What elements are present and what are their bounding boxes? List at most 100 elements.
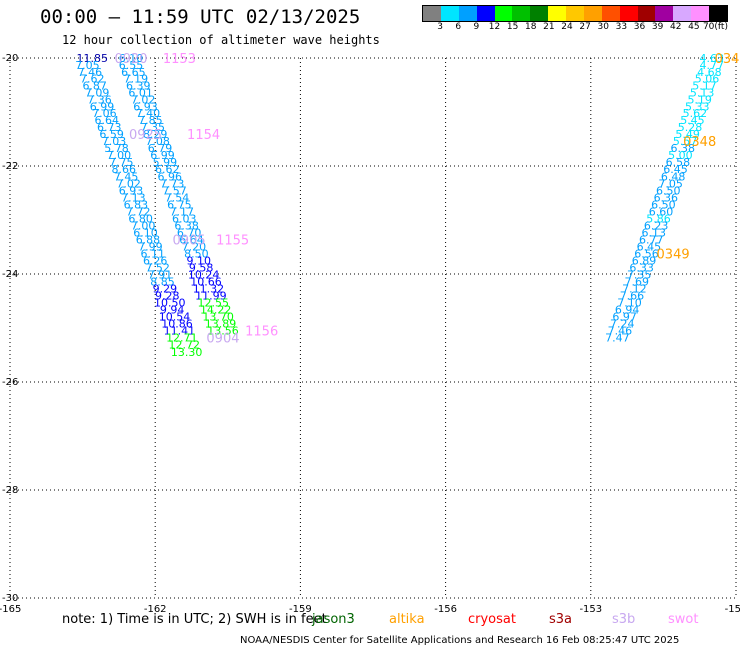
wave-height-label: 7.75 xyxy=(109,156,134,169)
wave-height-label: 5.13 xyxy=(690,87,715,100)
wave-height-label: 9.10 xyxy=(187,255,212,268)
wave-height-label: 6.94 xyxy=(615,304,640,317)
scale-label: 33 xyxy=(615,22,628,32)
wave-height-label: 9.58 xyxy=(189,262,214,275)
wave-height-label: 4.63 xyxy=(700,52,725,65)
scale-label: 15 xyxy=(506,22,519,32)
wave-height-label: 6.10 xyxy=(133,226,158,239)
wave-height-label: 6.80 xyxy=(128,212,153,225)
wave-height-label: 6.93 xyxy=(133,101,158,114)
wave-height-label: 6.33 xyxy=(629,262,654,275)
wave-height-label: 5.00 xyxy=(668,149,693,162)
wave-height-label: 7.62 xyxy=(80,73,105,86)
wave-height-label: 6.70 xyxy=(177,226,202,239)
chart-title: 00:00 — 11:59 UTC 02/13/2025 xyxy=(40,6,361,28)
wave-height-label: 8.66 xyxy=(111,163,136,176)
wave-height-label: 5.19 xyxy=(687,94,712,107)
x-tick-label: -156 xyxy=(434,604,457,615)
time-label: 1156 xyxy=(245,325,278,340)
wave-height-label: 7.35 xyxy=(627,269,652,282)
wave-height-label: 6.45 xyxy=(637,240,662,253)
wave-height-label: 4.77 xyxy=(700,59,725,72)
scale-label: 3 xyxy=(437,22,443,32)
wave-height-label: 5.33 xyxy=(685,101,710,114)
wave-height-label: 6.89 xyxy=(632,255,657,268)
scale-swatch xyxy=(458,6,477,21)
wave-height-label: 7.20 xyxy=(182,240,207,253)
grid xyxy=(9,57,737,599)
wave-height-label: 5.49 xyxy=(675,128,700,141)
time-label: 0904 xyxy=(206,332,239,347)
scale-label: 42 xyxy=(670,22,682,32)
wave-height-label: 7.08 xyxy=(145,135,170,148)
time-label: 0349 xyxy=(657,247,690,262)
wave-height-label: 13.56 xyxy=(207,325,239,338)
scale-label: 30 xyxy=(597,22,609,32)
wave-height-label: 7.19 xyxy=(124,73,149,86)
wave-height-label: 6.83 xyxy=(124,198,149,211)
wave-height-label: 7.46 xyxy=(608,325,633,338)
wave-height-label: 6.36 xyxy=(654,191,679,204)
wave-height-label: 7.05 xyxy=(658,177,683,190)
wave-height-label: 11.99 xyxy=(195,290,227,303)
wave-height-label: 11.85 xyxy=(77,52,109,65)
axis-ticks: -165 -162 -159 -156 -153 -150 -20 -22 -24 -26 -28 -… xyxy=(0,53,740,615)
scale-swatch xyxy=(548,6,566,21)
scale-label: 18 xyxy=(525,22,537,32)
scale-label: 6 xyxy=(455,22,462,32)
x-tick-label: -159 xyxy=(289,604,312,615)
wave-height-label: 6.77 xyxy=(639,233,664,246)
scale-label: 21 xyxy=(543,22,555,32)
mission-s3a: s3a xyxy=(549,612,573,627)
color-scale-legend: 3 6 9 12 15 18 21 24 27 30 33 36 39 42 45 70(ft) xyxy=(422,5,728,32)
wave-height-label: 5.57 xyxy=(673,135,698,148)
scale-swatch xyxy=(423,6,441,21)
wave-height-label: 13.30 xyxy=(171,346,203,359)
wave-height-label: 5.17 xyxy=(692,80,717,93)
wave-height-label: 6.99 xyxy=(90,101,115,114)
wave-height-label: 6.48 xyxy=(661,170,686,183)
wave-height-label: 6.10 xyxy=(119,52,144,65)
wave-height-label: 6.50 xyxy=(651,198,676,211)
wave-height-label: 11.41 xyxy=(164,325,196,338)
chart-subtitle: 12 hour collection of altimeter wave hei… xyxy=(62,33,380,47)
scale-swatch xyxy=(512,6,531,21)
wave-height-label: 5.86 xyxy=(646,212,671,225)
scale-label: 9 xyxy=(473,22,480,32)
wave-height-label: 6.62 xyxy=(155,163,180,176)
wave-height-label: 6.55 xyxy=(119,59,144,72)
scale-swatch xyxy=(583,6,602,21)
wave-height-label: 12.55 xyxy=(198,297,230,310)
wave-height-label: 7.46 xyxy=(78,66,103,79)
scale-swatch xyxy=(637,6,656,21)
wave-height-label: 7.99 xyxy=(138,240,163,253)
wave-height-label: 6.01 xyxy=(128,87,153,100)
wave-height-label: 6.97 xyxy=(612,311,637,324)
wave-height-label: 7.54 xyxy=(165,191,190,204)
wave-height-label: 7.06 xyxy=(92,107,117,120)
y-tick-label: -22 xyxy=(2,161,18,172)
wave-height-label: 6.87 xyxy=(82,80,107,93)
time-label: 0925 xyxy=(129,128,162,143)
wave-height-label: 7.57 xyxy=(162,184,187,197)
scale-swatch xyxy=(655,6,674,21)
wave-height-label: 6.26 xyxy=(143,255,168,268)
wave-height-label: 7.36 xyxy=(87,94,112,107)
scale-label: 39 xyxy=(651,22,664,32)
y-tick-label: -24 xyxy=(2,269,18,280)
wave-height-label: 7.72 xyxy=(126,205,151,218)
time-label: 0905 xyxy=(173,233,206,248)
y-tick-label: -20 xyxy=(2,53,18,64)
wave-height-label: 10.86 xyxy=(161,318,193,331)
wave-height-label: 5.45 xyxy=(680,114,705,127)
wave-height-label: 7.35 xyxy=(141,121,166,134)
wave-height-label: 7.69 xyxy=(625,276,650,289)
wave-height-label: 12.71 xyxy=(166,332,198,345)
wave-height-label: 10.54 xyxy=(159,311,191,324)
wave-height-label: 7.40 xyxy=(136,107,161,120)
mission-altika: altika xyxy=(389,612,425,627)
wave-height-label: 6.60 xyxy=(649,205,674,218)
scale-label: 24 xyxy=(561,22,573,32)
wave-height-label: 6.58 xyxy=(666,156,691,169)
